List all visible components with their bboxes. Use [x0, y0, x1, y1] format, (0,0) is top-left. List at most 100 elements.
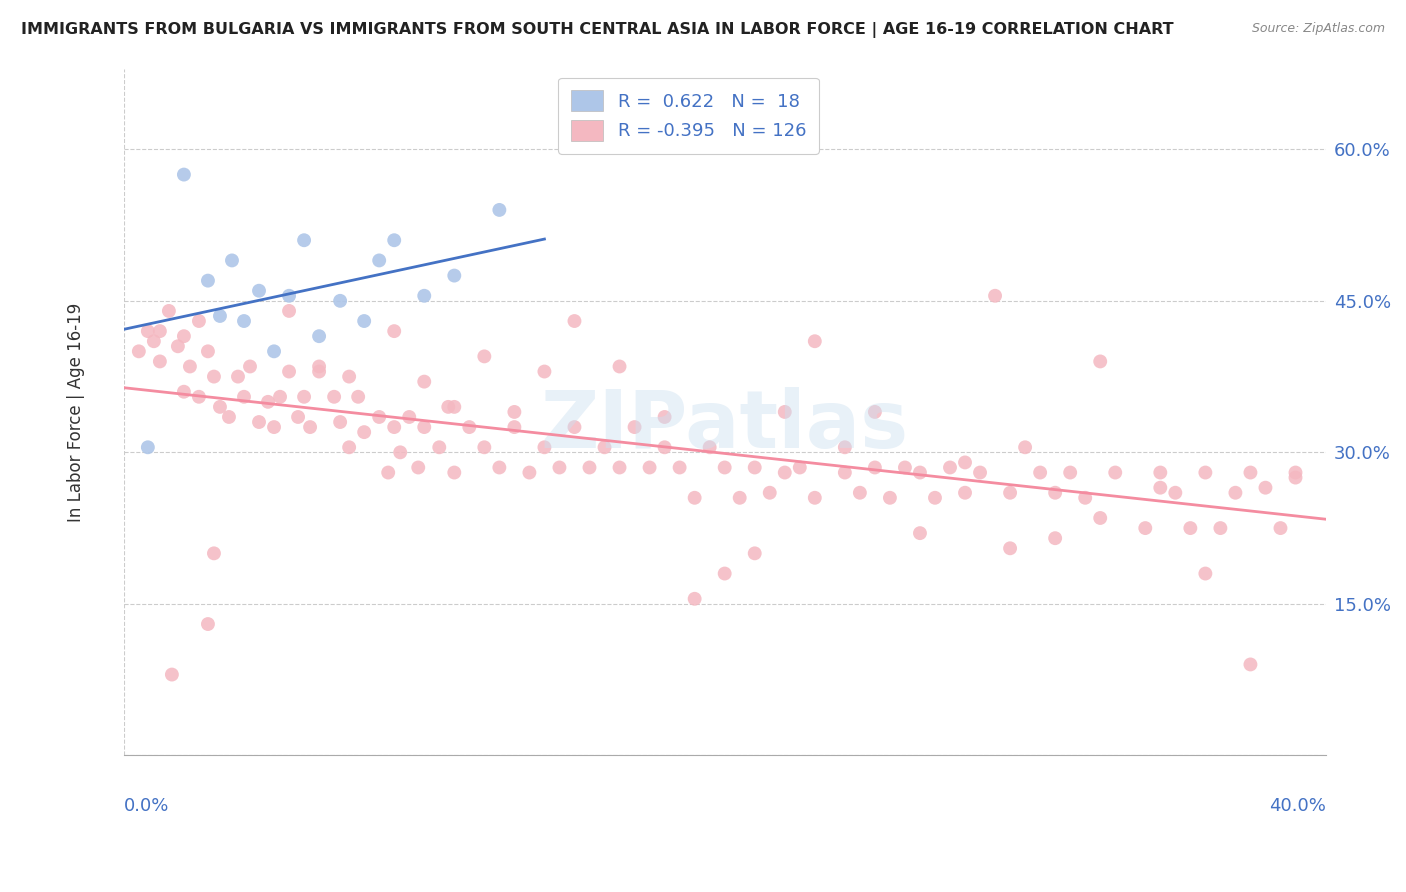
Point [728, 491, 751, 505]
Point [609, 359, 631, 374]
Point [699, 440, 721, 454]
Point [292, 390, 315, 404]
Point [1209, 521, 1232, 535]
Point [472, 350, 495, 364]
Point [1194, 566, 1216, 581]
Point [257, 394, 280, 409]
Point [654, 440, 676, 454]
Point [382, 324, 405, 338]
Point [197, 274, 219, 288]
Point [1194, 466, 1216, 480]
Point [1029, 466, 1052, 480]
Point [208, 309, 231, 323]
Point [443, 268, 465, 283]
Point [218, 409, 240, 424]
Text: ZIPatlas: ZIPatlas [540, 386, 908, 465]
Point [519, 466, 541, 480]
Point [136, 324, 159, 338]
Point [908, 526, 931, 541]
Point [533, 365, 555, 379]
Point [389, 445, 412, 459]
Point [939, 460, 962, 475]
Point [323, 390, 346, 404]
Point [1284, 470, 1306, 484]
Point [443, 400, 465, 414]
Point [713, 460, 735, 475]
Point [1164, 485, 1187, 500]
Point [773, 405, 796, 419]
Point [894, 460, 917, 475]
Point [849, 485, 872, 500]
Point [804, 491, 827, 505]
Point [1149, 466, 1171, 480]
Point [1059, 466, 1081, 480]
Point [329, 293, 352, 308]
Point [337, 440, 360, 454]
Point [247, 415, 270, 429]
Point [1074, 491, 1097, 505]
Point [548, 460, 571, 475]
Point [263, 344, 285, 359]
Point [226, 369, 249, 384]
Point [683, 491, 706, 505]
Point [263, 420, 285, 434]
Point [427, 440, 450, 454]
Point [157, 304, 180, 318]
Point [879, 491, 901, 505]
Point [998, 541, 1021, 556]
Point [1149, 481, 1171, 495]
Point [187, 314, 209, 328]
Point [804, 334, 827, 349]
Point [179, 359, 201, 374]
Point [969, 466, 991, 480]
Point [564, 314, 586, 328]
Point [744, 460, 766, 475]
Point [437, 400, 460, 414]
Point [834, 440, 856, 454]
Point [623, 420, 645, 434]
Point [578, 460, 600, 475]
Point [239, 359, 262, 374]
Point [278, 289, 301, 303]
Legend: R =  0.622   N =  18, R = -0.395   N = 126: R = 0.622 N = 18, R = -0.395 N = 126 [558, 78, 818, 153]
Point [458, 420, 481, 434]
Point [413, 375, 436, 389]
Point [984, 289, 1007, 303]
Point [202, 369, 225, 384]
Point [1239, 657, 1261, 672]
Point [136, 440, 159, 454]
Point [308, 329, 330, 343]
Point [1225, 485, 1247, 500]
Point [368, 409, 391, 424]
Point [863, 405, 886, 419]
Point [142, 334, 165, 349]
Point [1090, 511, 1112, 525]
Point [1284, 466, 1306, 480]
Text: 0.0%: 0.0% [124, 797, 169, 814]
Point [149, 324, 172, 338]
Point [337, 369, 360, 384]
Point [173, 329, 195, 343]
Point [173, 168, 195, 182]
Point [1043, 531, 1066, 545]
Point [1239, 466, 1261, 480]
Point [638, 460, 661, 475]
Text: In Labor Force | Age 16-19: In Labor Force | Age 16-19 [66, 302, 84, 522]
Point [269, 390, 291, 404]
Point [654, 409, 676, 424]
Point [503, 420, 526, 434]
Point [593, 440, 616, 454]
Point [247, 284, 270, 298]
Text: IMMIGRANTS FROM BULGARIA VS IMMIGRANTS FROM SOUTH CENTRAL ASIA IN LABOR FORCE | : IMMIGRANTS FROM BULGARIA VS IMMIGRANTS F… [21, 22, 1174, 38]
Point [278, 304, 301, 318]
Text: 40.0%: 40.0% [1268, 797, 1326, 814]
Point [953, 485, 976, 500]
Point [287, 409, 309, 424]
Point [413, 420, 436, 434]
Point [1090, 354, 1112, 368]
Point [443, 466, 465, 480]
Point [1254, 481, 1277, 495]
Point [202, 546, 225, 560]
Point [1270, 521, 1292, 535]
Point [377, 466, 399, 480]
